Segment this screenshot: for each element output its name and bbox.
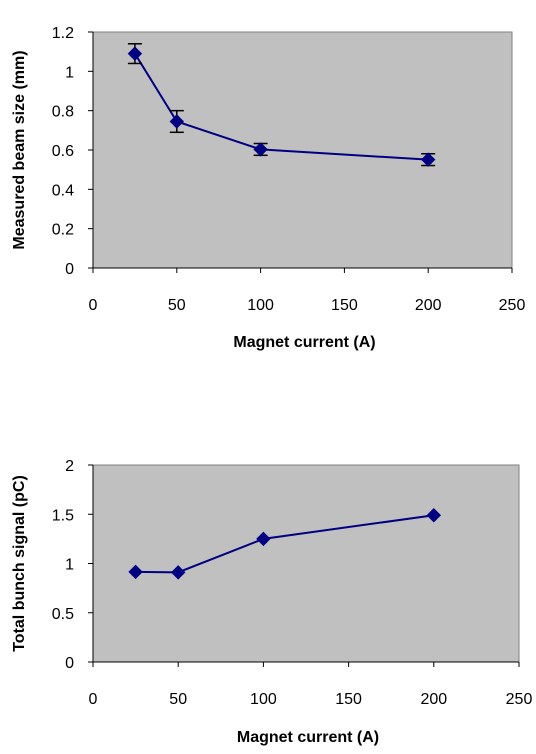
x-tick-label: 150 — [331, 297, 358, 314]
y-tick-label: 0.5 — [52, 606, 74, 623]
y-tick-label: 1.5 — [52, 507, 74, 524]
y-tick-label: 0 — [65, 261, 74, 278]
y-tick-label: 1.2 — [52, 25, 74, 42]
y-tick-label: 2 — [65, 458, 74, 475]
data-point-marker — [170, 565, 186, 580]
y-tick-label: 0.2 — [52, 222, 74, 239]
x-tick-label: 0 — [89, 691, 98, 708]
x-axis-title: Magnet current (A) — [233, 334, 375, 351]
chart-1: 0 0.2 0.4 0.6 0.8 1 1.2 0 50 100 150 200 250 Magnet c… — [11, 25, 525, 351]
x-axis-title: Magnet current (A) — [237, 729, 379, 746]
y-axis-title: Measured beam size (mm) — [11, 50, 28, 249]
data-point-marker — [426, 508, 442, 523]
plot-area — [92, 464, 520, 663]
data-point-marker — [253, 142, 268, 157]
series-line — [134, 53, 429, 161]
x-tick-label: 50 — [169, 691, 187, 708]
x-tick-label: 0 — [89, 297, 98, 314]
chart-2: 0 0.5 1 1.5 2 0 50 100 150 200 250 Magnet current (… — [11, 458, 532, 746]
y-tick-label: 1 — [65, 557, 74, 574]
x-tick-label: 250 — [506, 691, 533, 708]
x-tick-label: 100 — [247, 297, 274, 314]
x-tick-label: 50 — [168, 297, 186, 314]
x-tick-label: 250 — [499, 297, 526, 314]
y-tick-label: 0.8 — [52, 104, 74, 121]
y-tick-label: 0.6 — [52, 143, 74, 160]
data-point-marker — [256, 531, 271, 547]
data-point-marker — [128, 564, 143, 580]
data-point-marker — [127, 46, 143, 61]
plot-area — [92, 31, 513, 269]
x-tick-label: 200 — [420, 691, 447, 708]
y-tick-label: 1 — [65, 64, 74, 81]
x-tick-label: 200 — [415, 297, 442, 314]
y-tick-label: 0.4 — [52, 182, 74, 199]
series-line — [135, 514, 434, 574]
data-point-marker — [169, 114, 185, 129]
y-tick-label: 0 — [65, 655, 74, 672]
x-tick-label: 100 — [250, 691, 277, 708]
x-tick-label: 150 — [335, 691, 362, 708]
y-axis-title: Total bunch signal (pC) — [11, 475, 28, 652]
data-point-marker — [420, 152, 436, 167]
